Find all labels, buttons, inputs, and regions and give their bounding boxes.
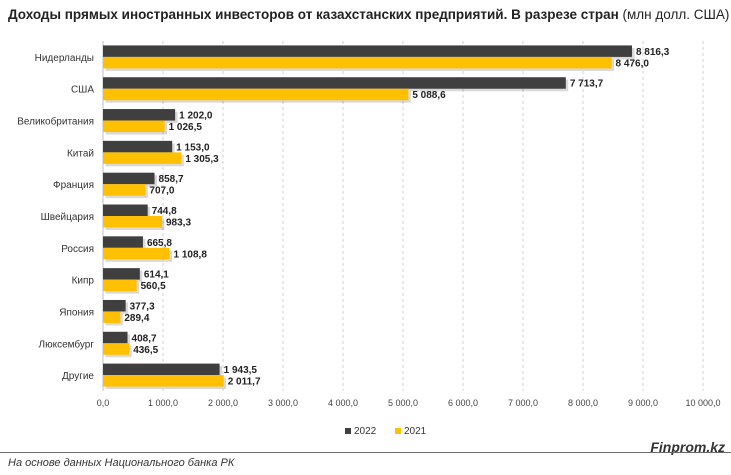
x-tick-label: 1 000,0 xyxy=(148,398,178,408)
bar-2021 xyxy=(103,152,182,164)
category-label: Люксембург xyxy=(39,338,95,350)
x-tick-label: 3 000,0 xyxy=(268,398,298,408)
chart-title-unit: (млн долл. США) xyxy=(618,7,730,22)
bar-2022 xyxy=(103,331,128,344)
category-label: Швейцария xyxy=(41,212,94,223)
bar-2021 xyxy=(103,343,130,355)
brand-watermark: Finprom.kz xyxy=(650,439,725,455)
x-tick-label: 6 000,0 xyxy=(448,398,478,408)
bar-2022 xyxy=(103,77,566,89)
data-label-2022: 377,3 xyxy=(130,301,155,312)
data-label-2022: 1 153,0 xyxy=(176,142,210,153)
data-label-2022: 8 816,3 xyxy=(636,47,670,58)
category-label: Нидерланды xyxy=(35,53,94,64)
data-label-2021: 436,5 xyxy=(133,345,158,356)
bar-2021 xyxy=(103,120,165,133)
bar-2022 xyxy=(103,268,140,280)
legend-label-2022: 2022 xyxy=(354,426,377,437)
source-note: На основе данных Национального банка РК xyxy=(8,457,235,469)
legend-swatch-2021 xyxy=(395,428,401,434)
legend-label-2021: 2021 xyxy=(404,426,427,437)
category-label: США xyxy=(71,85,94,96)
data-label-2022: 614,1 xyxy=(144,270,169,281)
bar-2022 xyxy=(103,45,632,57)
bar-2021 xyxy=(103,88,409,101)
data-label-2021: 983,3 xyxy=(166,218,191,229)
bar-2022 xyxy=(103,109,176,121)
x-tick-label: 8 000,0 xyxy=(568,398,598,408)
data-label-2022: 408,7 xyxy=(132,333,157,344)
x-tick-label: 7 000,0 xyxy=(508,398,538,408)
data-label-2021: 560,5 xyxy=(141,281,166,292)
data-label-2022: 1 943,5 xyxy=(224,365,258,376)
bar-2022 xyxy=(103,140,173,153)
data-label-2021: 1 108,8 xyxy=(174,249,208,260)
bar-2022 xyxy=(103,204,148,216)
bar-2022 xyxy=(103,236,143,248)
category-label: Россия xyxy=(61,244,94,255)
data-label-2021: 1 026,5 xyxy=(169,122,203,133)
bar-2021 xyxy=(103,279,137,292)
x-tick-label: 4 000,0 xyxy=(328,398,358,408)
x-tick-label: 10 000,0 xyxy=(685,398,720,408)
x-tick-label: 9 000,0 xyxy=(628,398,658,408)
data-label-2022: 7 713,7 xyxy=(570,79,604,90)
bar-2022 xyxy=(103,363,220,376)
bar-2022 xyxy=(103,172,155,185)
bar-2021 xyxy=(103,216,162,228)
bar-2022 xyxy=(103,299,126,312)
category-label: Великобритания xyxy=(17,116,94,128)
data-label-2022: 858,7 xyxy=(159,174,184,185)
bar-2021 xyxy=(103,247,170,260)
category-label: Япония xyxy=(59,307,94,318)
data-label-2021: 707,0 xyxy=(149,186,174,197)
x-tick-label: 5 000,0 xyxy=(388,398,418,408)
bar-2021 xyxy=(103,311,121,323)
chart-title-main: Доходы прямых иностранных инвесторов от … xyxy=(8,7,619,22)
data-label-2021: 1 305,3 xyxy=(185,154,219,165)
data-label-2021: 2 011,7 xyxy=(228,377,261,388)
category-label: Кипр xyxy=(72,276,95,287)
x-tick-label: 2 000,0 xyxy=(208,398,238,408)
chart-title: Доходы прямых иностранных инвесторов от … xyxy=(8,7,729,22)
data-label-2022: 744,8 xyxy=(152,206,177,217)
footer-divider xyxy=(0,452,731,453)
bar-2021 xyxy=(103,56,612,69)
bar-2021 xyxy=(103,184,146,196)
bar-2021 xyxy=(103,375,224,387)
data-label-2022: 665,8 xyxy=(147,238,172,249)
data-label-2021: 5 088,6 xyxy=(412,90,446,101)
data-label-2021: 8 476,0 xyxy=(616,58,650,69)
x-tick-label: 0,0 xyxy=(97,398,110,408)
category-label: Франция xyxy=(53,180,94,191)
legend-swatch-2022 xyxy=(345,428,351,434)
data-label-2022: 1 202,0 xyxy=(179,111,213,122)
category-label: Китай xyxy=(67,148,94,159)
data-label-2021: 289,4 xyxy=(124,313,149,324)
category-label: Другие xyxy=(62,371,94,382)
